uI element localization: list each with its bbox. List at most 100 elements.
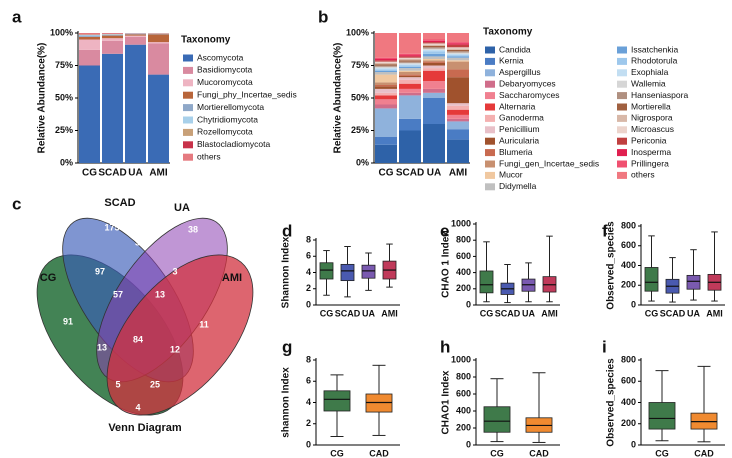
legend-label: Aspergillus <box>499 67 541 77</box>
panel-letter: c <box>12 194 21 213</box>
bar-segment <box>447 109 469 115</box>
bar-segment <box>375 86 397 89</box>
bar-segment <box>447 60 469 62</box>
legend-swatch <box>617 114 627 122</box>
bar-segment <box>423 60 445 62</box>
legend-label: Rozellomycota <box>197 127 253 137</box>
bar-segment <box>102 53 123 163</box>
y-tick-label: 200 <box>456 283 471 293</box>
legend-label: others <box>197 151 221 161</box>
legend-label: Debaryomyces <box>499 78 556 88</box>
y-tick-label: 800 <box>456 371 471 381</box>
bar-segment <box>423 51 445 54</box>
y-tick-label: 100% <box>346 27 369 37</box>
legend-swatch <box>617 57 627 65</box>
bar-segment <box>447 118 469 122</box>
box <box>479 270 494 294</box>
x-tick-label: CG <box>82 168 97 179</box>
legend-label: Ascomycota <box>197 52 244 62</box>
y-tick-label: 0 <box>631 439 636 449</box>
x-tick-label: CG <box>655 448 669 458</box>
venn-count: 91 <box>63 316 73 326</box>
x-tick-label: CG <box>645 308 659 318</box>
bar-segment <box>102 34 123 36</box>
bar-segment <box>79 33 100 35</box>
x-tick-label: CG <box>490 448 504 458</box>
venn-set-label: AMI <box>222 272 242 284</box>
y-tick-label: 1000 <box>451 354 471 364</box>
y-tick-label: 2 <box>306 283 311 293</box>
y-tick-label: 0% <box>60 157 73 167</box>
venn-count: 4 <box>135 402 140 412</box>
bar-segment <box>399 70 421 72</box>
y-tick-label: 200 <box>456 422 471 432</box>
y-tick-label: 400 <box>456 267 471 277</box>
legend-swatch <box>183 141 193 149</box>
y-tick-label: 0 <box>306 439 311 449</box>
bar-segment <box>423 43 445 45</box>
legend-label: Hanseniaspora <box>631 90 688 100</box>
venn-count: 5 <box>115 379 120 389</box>
x-tick-label: CG <box>330 448 344 458</box>
bar-segment <box>375 74 397 83</box>
box <box>644 267 659 292</box>
legend-swatch <box>183 153 193 161</box>
box <box>319 262 334 280</box>
bar-segment <box>79 35 100 37</box>
legend-label: Didymella <box>499 181 537 191</box>
bar-segment <box>399 77 421 80</box>
bar-segment <box>375 104 397 109</box>
legend-label: Penicillium <box>499 124 540 134</box>
y-tick-label: 800 <box>621 354 636 364</box>
y-axis-label: Shannon Index <box>281 236 292 308</box>
x-tick-label: UA <box>687 308 700 318</box>
y-tick-label: 0 <box>466 439 471 449</box>
legend-swatch <box>485 69 495 77</box>
bar-segment <box>423 92 445 98</box>
bar-segment <box>423 62 445 66</box>
bar-segment <box>399 62 421 65</box>
bar-segment <box>399 56 421 58</box>
legend-swatch <box>485 171 495 179</box>
bar-segment <box>399 118 421 131</box>
y-tick-label: 8 <box>306 354 311 364</box>
bar-segment <box>447 56 469 58</box>
y-tick-label: 200 <box>621 280 636 290</box>
bar-segment <box>399 92 421 96</box>
bar-segment <box>447 48 469 50</box>
legend-swatch <box>485 126 495 134</box>
panel-letter: a <box>12 7 22 26</box>
legend-swatch <box>617 80 627 88</box>
bar-segment <box>399 75 421 78</box>
bar-segment <box>423 33 445 40</box>
x-tick-label: UA <box>362 308 375 318</box>
y-tick-label: 6 <box>306 376 311 386</box>
bar-segment <box>423 49 445 52</box>
legend-swatch <box>617 160 627 168</box>
bar-segment <box>447 55 469 57</box>
y-tick-label: 400 <box>621 397 636 407</box>
x-tick-label: CG <box>320 308 334 318</box>
bar-segment <box>423 88 445 93</box>
bar-segment <box>375 108 397 137</box>
bar-segment <box>375 62 397 65</box>
y-tick-label: 800 <box>456 235 471 245</box>
bar-segment <box>423 68 445 71</box>
venn-set-label: SCAD <box>104 197 135 209</box>
panel-letter: f <box>602 221 608 240</box>
bar-segment <box>399 95 421 119</box>
y-tick-label: 600 <box>456 251 471 261</box>
bar-segment <box>375 64 397 66</box>
venn-title: Venn Diagram <box>108 422 182 434</box>
bar-segment <box>399 64 421 66</box>
legend-label: Alternaria <box>499 101 536 111</box>
bar-segment <box>375 82 397 85</box>
bar-segment <box>375 137 397 145</box>
bar-segment <box>447 33 469 43</box>
x-tick-label: SCAD <box>335 308 361 318</box>
bar-segment <box>447 51 469 53</box>
bar-segment <box>148 34 169 43</box>
bar-segment <box>447 61 469 70</box>
panel-letter: e <box>440 221 449 240</box>
legend-label: Mortierella <box>631 101 671 111</box>
